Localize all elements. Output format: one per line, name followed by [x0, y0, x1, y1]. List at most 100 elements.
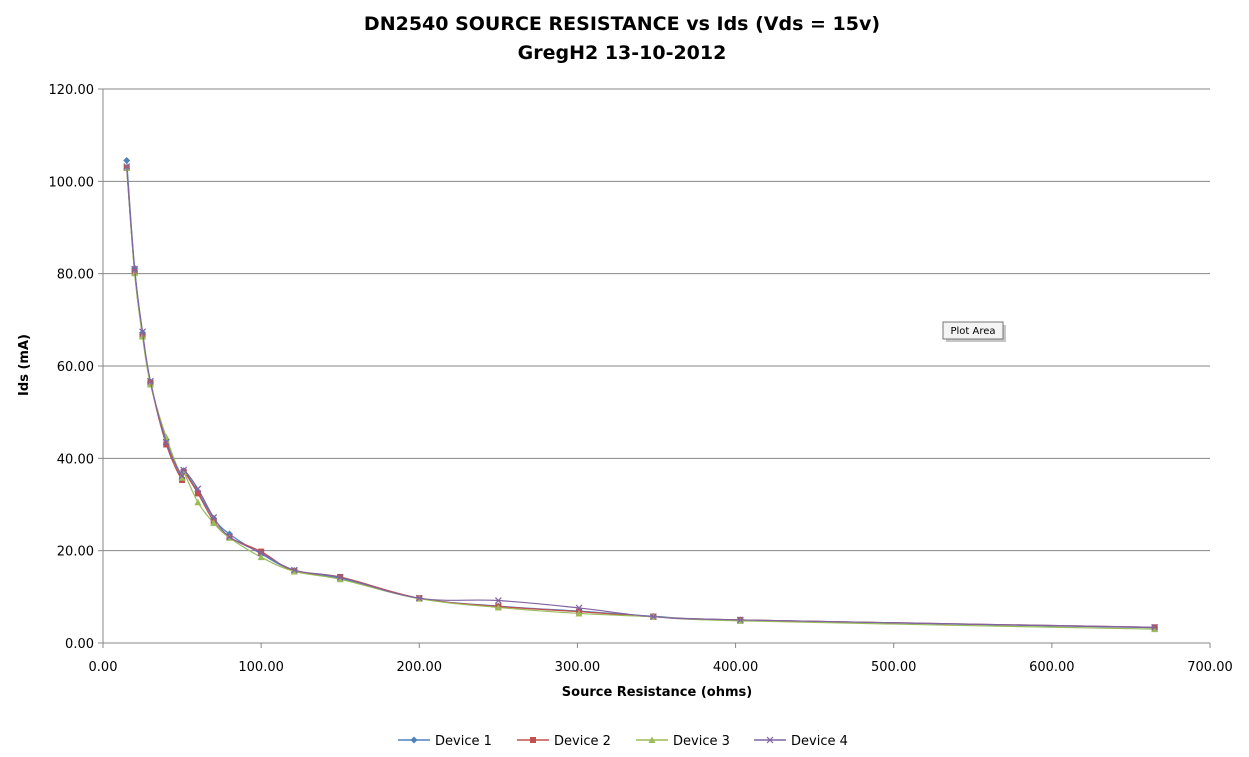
- series-line-4: [126, 166, 1155, 628]
- legend-item-3: Device 3: [636, 734, 730, 749]
- data-point: [226, 533, 233, 541]
- series-1: [123, 157, 1159, 632]
- data-point: [415, 594, 423, 602]
- legend-label: Device 4: [791, 734, 848, 749]
- data-point: [494, 603, 502, 611]
- data-point: [194, 485, 202, 493]
- data-point-b: [210, 514, 218, 521]
- series-line-2: [126, 167, 1155, 628]
- data-point-b: [415, 594, 423, 602]
- data-point-b: [736, 616, 744, 624]
- data-point-b: [178, 472, 186, 480]
- data-point: [194, 498, 202, 506]
- data-point: [178, 474, 186, 481]
- y-tick-label: 60.00: [57, 360, 94, 375]
- data-point-b: [494, 597, 502, 604]
- legend-item-2: Device 2: [517, 734, 611, 749]
- x-axis-ticks: 0.00 100.00 200.00 300.00 400.00 500.00 600.00…: [89, 643, 1233, 675]
- data-point: [162, 438, 170, 446]
- legend-item-1: Device 1: [398, 734, 492, 749]
- legend-label: Device 2: [554, 734, 611, 749]
- data-point-b: [257, 549, 265, 557]
- legend-label: Device 3: [673, 734, 730, 749]
- data-point-b: [649, 613, 657, 621]
- tooltip-box: [942, 321, 1004, 340]
- x-tick-label: 600.00: [1029, 660, 1075, 675]
- data-point: [147, 377, 154, 385]
- data-point: [139, 328, 146, 336]
- y-tick-label: 120.00: [49, 83, 95, 98]
- data-point-b: [1151, 623, 1159, 631]
- y-tick-label: 20.00: [57, 545, 94, 560]
- data-point: [194, 490, 201, 497]
- data-point-b: [575, 604, 583, 612]
- legend-marker: [766, 736, 774, 744]
- data-point-b: [162, 438, 170, 446]
- data-point: [131, 265, 139, 273]
- data-point: [178, 472, 186, 480]
- data-point: [649, 613, 657, 621]
- legend-marker: [648, 736, 656, 743]
- data-point: [290, 566, 298, 574]
- data-point: [1151, 625, 1159, 633]
- legend: Device 1 Device 2 Device 3 Device 4: [398, 734, 848, 749]
- data-point-b: [180, 466, 188, 474]
- data-point-b: [139, 328, 146, 336]
- y-tick-label: 100.00: [49, 175, 95, 190]
- x-tick-label: 300.00: [555, 660, 601, 675]
- data-point: [336, 574, 344, 581]
- data-point: [1151, 623, 1159, 631]
- data-point: [139, 332, 147, 340]
- plot-area-tooltip: Plot Area: [942, 321, 1006, 342]
- data-point-b: [336, 574, 344, 581]
- x-axis-title: Source Resistance (ohms): [562, 685, 752, 700]
- data-point: [258, 548, 265, 555]
- data-point: [736, 616, 744, 624]
- data-point-b: [194, 485, 202, 493]
- y-tick-label: 0.00: [65, 637, 94, 652]
- data-point: [163, 441, 170, 448]
- plot-series: [123, 157, 1159, 633]
- data-point: [257, 553, 265, 561]
- data-point-b: [147, 377, 154, 385]
- legend-marker: [410, 736, 418, 744]
- x-tick-label: 700.00: [1187, 660, 1233, 675]
- data-point: [494, 597, 502, 604]
- x-tick-label: 500.00: [871, 660, 917, 675]
- y-axis-ticks: 0.00 20.00 40.00 60.00 80.00 100.00 120.00: [49, 83, 103, 652]
- data-point: [146, 380, 154, 388]
- data-point: [336, 575, 344, 583]
- data-point: [210, 514, 218, 521]
- data-point: [180, 468, 188, 476]
- y-tick-label: 40.00: [57, 452, 94, 467]
- series-line-3: [126, 167, 1155, 630]
- chart-title: DN2540 SOURCE RESISTANCE vs Ids (Vds = 1…: [364, 13, 880, 35]
- chart-subtitle: GregH2 13-10-2012: [518, 42, 727, 64]
- series-3: [123, 164, 1159, 633]
- x-tick-label: 100.00: [238, 660, 284, 675]
- legend-marker-b: [766, 736, 774, 744]
- tooltip-label: Plot Area: [950, 326, 995, 337]
- series-4: [123, 163, 1159, 631]
- data-point-b: [226, 533, 233, 541]
- series-line-1: [126, 160, 1155, 629]
- data-point: [210, 519, 218, 526]
- data-point: [180, 466, 188, 474]
- series-2: [123, 164, 1158, 631]
- data-point-b: [123, 163, 131, 170]
- legend-item-4: Device 4: [754, 734, 848, 749]
- x-tick-label: 200.00: [397, 660, 443, 675]
- x-tick-label: 400.00: [713, 660, 759, 675]
- x-tick-label: 0.00: [89, 660, 118, 675]
- data-point: [575, 609, 583, 617]
- data-point: [290, 567, 298, 575]
- data-point: [123, 157, 131, 165]
- y-axis-title: Ids (mA): [17, 334, 32, 396]
- legend-marker: [530, 737, 536, 743]
- data-point-b: [131, 265, 139, 273]
- data-point: [257, 549, 265, 557]
- y-tick-label: 80.00: [57, 268, 94, 283]
- data-point-b: [290, 566, 298, 574]
- gridlines: [103, 88, 1210, 552]
